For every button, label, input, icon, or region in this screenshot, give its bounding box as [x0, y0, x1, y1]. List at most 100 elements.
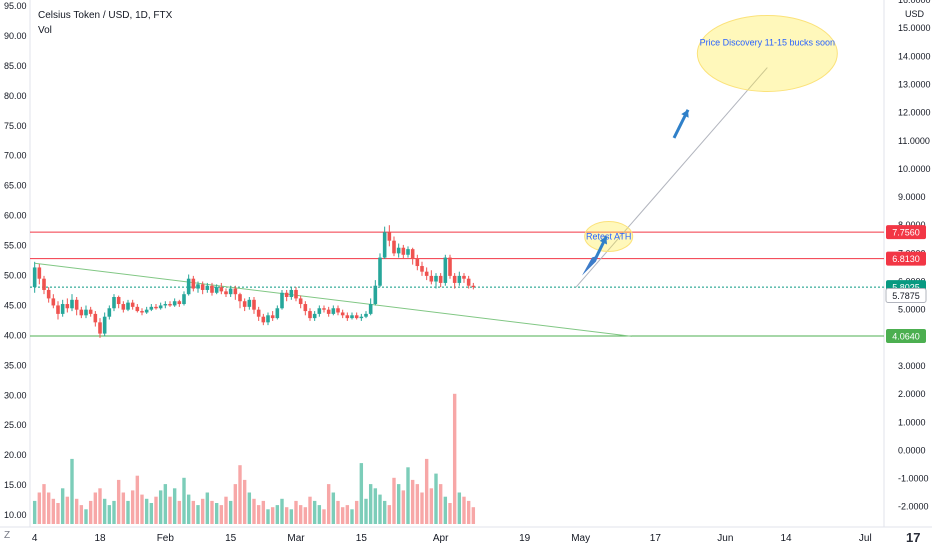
candle-body	[294, 289, 298, 299]
volume-bar	[79, 505, 84, 524]
volume-bar	[308, 496, 312, 524]
candle-body	[242, 301, 247, 307]
volume-bar	[294, 500, 298, 524]
volume-bar	[452, 393, 457, 524]
time-axis-tick: 17	[650, 533, 662, 544]
candle-body	[359, 316, 364, 319]
candle-body	[135, 306, 140, 312]
time-axis-tick: Mar	[287, 533, 305, 544]
volume-bar	[149, 503, 154, 524]
candle-body	[247, 299, 252, 307]
volume-bar	[336, 500, 340, 524]
candle-body	[396, 247, 401, 254]
candle-body	[312, 313, 317, 319]
volume-bar	[373, 488, 378, 524]
candle-body	[233, 288, 238, 295]
volume-bar	[56, 503, 60, 524]
candle-body	[350, 315, 354, 319]
candle-body	[130, 302, 135, 307]
symbol-title[interactable]: Celsius Token / USD, 1D, FTX	[38, 10, 173, 21]
tradingview-logo[interactable]: 17	[906, 530, 921, 545]
volume-bar	[429, 488, 434, 524]
volume-bar	[93, 492, 98, 524]
time-axis-tick: 18	[94, 533, 106, 544]
candle-body	[331, 308, 336, 314]
volume-bar	[312, 500, 317, 524]
left-axis-tick: 30.00	[4, 390, 27, 400]
candle-body	[336, 308, 340, 313]
candle-body	[434, 275, 438, 282]
volume-bar	[121, 492, 126, 524]
candle-body	[79, 309, 84, 316]
volume-bar	[462, 496, 466, 524]
candle-body	[102, 316, 107, 334]
volume-bar	[280, 498, 284, 524]
right-axis-tick: 0.0000	[898, 445, 926, 455]
candle-body	[65, 304, 70, 309]
candle-body	[415, 258, 420, 267]
candle-body	[112, 297, 116, 309]
time-axis-tick: Feb	[157, 533, 175, 544]
candle-body	[308, 311, 312, 319]
volume-bar	[350, 509, 354, 524]
candle-body	[210, 285, 214, 293]
volume-bar	[378, 494, 382, 524]
volume-bar	[270, 507, 275, 524]
candle-body	[270, 315, 275, 319]
volume-bar	[107, 505, 112, 524]
left-axis-tick: 20.00	[4, 450, 27, 460]
candle-body	[462, 275, 466, 279]
candle-body	[373, 285, 378, 305]
time-axis-tick: Apr	[433, 533, 449, 544]
candle-body	[32, 267, 37, 288]
candle-body	[74, 299, 79, 310]
candle-body	[93, 313, 98, 323]
candle-body	[42, 278, 46, 290]
candle-body	[70, 299, 74, 309]
volume-bar	[219, 505, 224, 524]
left-axis-tick: 45.00	[4, 300, 27, 310]
volume-bar	[102, 498, 107, 524]
candle-body	[154, 306, 158, 309]
left-axis-tick: 60.00	[4, 211, 27, 221]
volume-bar	[252, 498, 256, 524]
volume-bar	[65, 496, 70, 524]
price-tag-label: 7.7560	[892, 228, 920, 238]
candle-body	[438, 275, 443, 283]
volume-bar	[331, 492, 336, 524]
volume-bar	[60, 488, 65, 524]
candle-body	[144, 309, 149, 313]
volume-bar	[392, 477, 396, 524]
candle-body	[46, 289, 51, 299]
right-axis-tick: 11.0000	[898, 136, 930, 146]
volume-bar	[242, 479, 247, 524]
left-axis-tick: 90.00	[4, 31, 27, 41]
time-axis-tick: 4	[32, 533, 38, 544]
candle-body	[56, 305, 60, 314]
candle-body	[200, 284, 205, 290]
volume-bar	[289, 509, 294, 524]
volume-bar	[247, 492, 252, 524]
volume-bar	[158, 490, 163, 524]
candle-body	[177, 301, 182, 305]
volume-bar	[256, 505, 261, 524]
volume-bar	[438, 484, 443, 524]
volume-bar	[42, 484, 46, 524]
candle-body	[378, 257, 382, 286]
candle-body	[322, 308, 326, 310]
candle-body	[182, 294, 186, 305]
price-tag-label: 4.0640	[892, 332, 920, 342]
volume-bar	[317, 505, 322, 524]
candle-body	[382, 232, 387, 258]
left-axis-tick: 15.00	[4, 480, 27, 490]
volume-bar	[368, 484, 373, 524]
time-axis-tick: Jul	[859, 533, 872, 544]
trendline	[34, 262, 633, 337]
candle-body	[158, 305, 163, 309]
volume-label[interactable]: Vol	[38, 25, 52, 36]
annotation-text: Retest ATH	[586, 231, 631, 241]
left-axis-tick: 85.00	[4, 61, 27, 71]
zoom-button[interactable]: Z	[4, 530, 11, 541]
volume-bar	[233, 484, 238, 524]
